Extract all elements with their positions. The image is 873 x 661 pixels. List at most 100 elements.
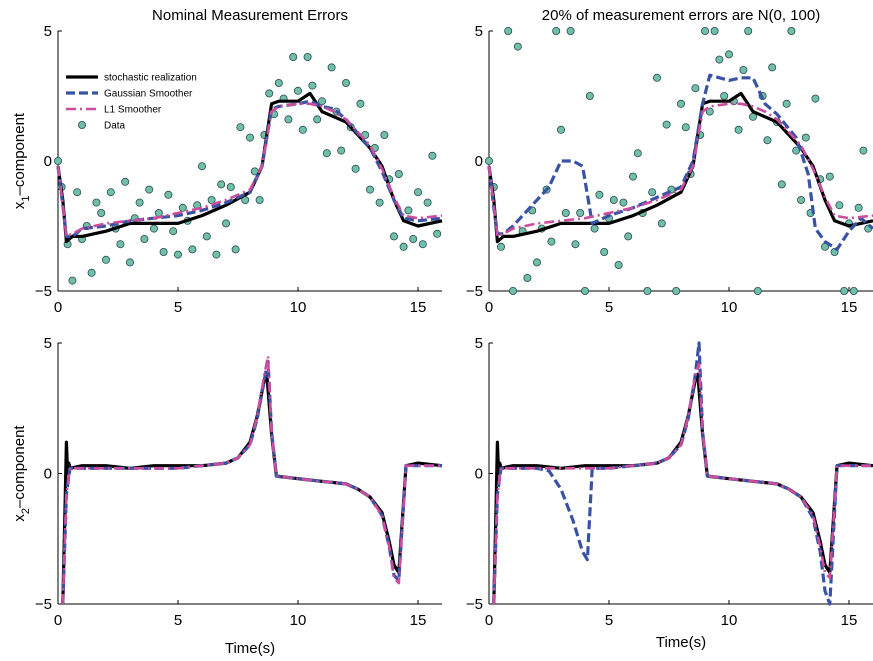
x-tick-label: 10 [290, 299, 307, 316]
data-point [614, 260, 623, 269]
y-tick-label: 0 [44, 153, 52, 170]
data-point [787, 26, 796, 35]
data-point [255, 195, 264, 204]
y-tick-label: −5 [35, 283, 52, 300]
data-point [561, 208, 570, 217]
data-point [566, 26, 575, 35]
data-point [173, 250, 182, 259]
data-point [126, 258, 135, 267]
x-tick-label: 10 [290, 612, 307, 629]
data-point [552, 26, 561, 35]
data-point [672, 286, 681, 295]
data-point [710, 26, 719, 35]
x-tick-label: 10 [721, 612, 738, 629]
y-tick-label: 5 [44, 23, 52, 40]
data-point [293, 86, 302, 95]
data-point [423, 198, 432, 207]
l1-smoother-line [56, 102, 443, 238]
legend-label: Data [104, 121, 126, 132]
data-point [337, 146, 346, 155]
data-point [231, 245, 240, 254]
data-point [413, 188, 422, 197]
data-point [399, 242, 408, 251]
data-point [394, 169, 403, 178]
y-tick-label: −5 [35, 596, 52, 613]
data-point [308, 81, 317, 90]
data-point [508, 286, 517, 295]
data-point [409, 234, 418, 243]
data-point [202, 232, 211, 241]
data-point [782, 99, 791, 108]
stochastic-realization-line [492, 372, 873, 605]
data-point [701, 26, 710, 35]
data-point [619, 198, 628, 207]
data-point [341, 79, 350, 88]
l1-smoother-line [492, 362, 873, 605]
data-point [169, 227, 178, 236]
data-point [720, 92, 729, 101]
data-point [289, 53, 298, 62]
data-point [164, 190, 173, 199]
data-point [212, 250, 221, 259]
data-point [418, 240, 427, 249]
x-tick-label: 5 [174, 299, 182, 316]
data-point [484, 156, 493, 165]
data-point [734, 125, 743, 134]
data-point [801, 133, 810, 142]
data-point [576, 208, 585, 217]
data-point [145, 185, 154, 194]
gaussian-smoother-line [487, 73, 873, 251]
legend: stochastic realization Gaussian Smoother L… [66, 73, 197, 132]
legend-label: stochastic realization [104, 73, 197, 84]
y-axis-label: x2–component [11, 425, 32, 522]
data-point [557, 125, 566, 134]
data-point [116, 240, 125, 249]
legend-label: L1 Smoother [104, 105, 162, 116]
x-tick-label: 15 [410, 299, 427, 316]
y-tick-label: −5 [466, 596, 483, 613]
legend-label: Gaussian Smoother [104, 89, 193, 100]
data-point [595, 190, 604, 199]
x-tick-label: 0 [54, 612, 62, 629]
data-point [380, 130, 389, 139]
data-point [739, 66, 748, 75]
data-point [356, 99, 365, 108]
data-point [106, 188, 115, 197]
data-point [92, 198, 101, 207]
data-point [54, 156, 63, 165]
l1-smoother-line [487, 102, 873, 238]
data-point [763, 136, 772, 145]
data-point [835, 201, 844, 210]
data-point [404, 206, 413, 215]
data-point [102, 255, 111, 264]
x-tick-label: 10 [721, 299, 738, 316]
data-point [624, 232, 633, 241]
data-point [389, 232, 398, 241]
data-point [68, 276, 77, 285]
data-point [571, 240, 580, 249]
data-point [854, 203, 863, 212]
data-point [653, 73, 662, 82]
chart-title: 20% of measurement errors are N(0, 100) [542, 7, 820, 24]
l1-smoother-line [61, 354, 442, 605]
x-axis-label: Time(s) [656, 634, 706, 651]
gaussian-smoother-line [61, 359, 442, 605]
stochastic-realization-line [61, 372, 443, 605]
x-tick-label: 15 [841, 612, 858, 629]
data-point [496, 242, 505, 251]
data-point [523, 273, 532, 282]
data-point [825, 172, 834, 181]
data-point [178, 203, 187, 212]
data-point [149, 224, 158, 233]
y-tick-label: 0 [475, 466, 483, 483]
data-point [351, 164, 360, 173]
x-axis-label: Time(s) [225, 640, 275, 657]
data-point [375, 198, 384, 207]
data-point [705, 107, 714, 116]
data-point [274, 79, 283, 88]
x-tick-label: 15 [410, 612, 427, 629]
data-point [777, 180, 786, 189]
stochastic-realization-line [487, 91, 873, 244]
